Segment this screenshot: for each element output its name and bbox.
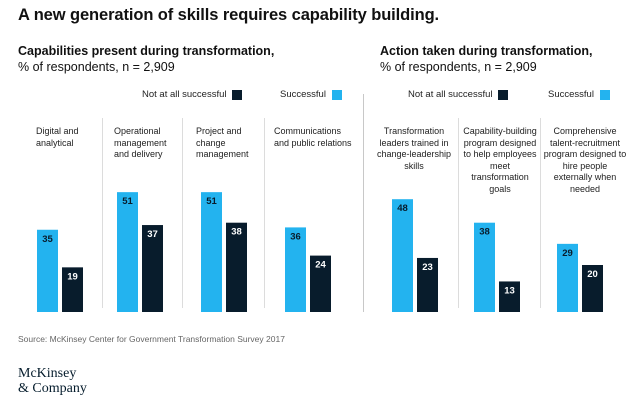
bar-value-label: 38 — [231, 227, 242, 238]
bar-not-successful — [417, 257, 438, 312]
category-label-operational: Operational management and delivery — [114, 126, 167, 159]
right-panel-title: Action taken during transformation, — [380, 44, 593, 58]
category-label-leaders: Transformation leaders trained in change… — [376, 126, 452, 171]
logo-line-1: McKinsey — [18, 366, 77, 381]
bar-successful — [201, 192, 222, 312]
left-panel-subtitle: % of respondents, n = 2,909 — [18, 60, 175, 74]
bar-not-successful — [62, 267, 83, 312]
legend-swatch-dark — [498, 89, 509, 100]
category-label-project: Project and change management — [196, 126, 249, 159]
bar-successful — [392, 199, 413, 312]
bar-successful — [557, 243, 578, 312]
right-panel-subtitle: % of respondents, n = 2,909 — [380, 60, 537, 74]
legend-label: Successful — [280, 89, 326, 100]
column-separator — [264, 118, 265, 308]
bar-value-label: 19 — [67, 271, 78, 282]
bar-successful — [474, 222, 495, 312]
bar-value-label: 51 — [206, 196, 217, 207]
legend-label: Not at all successful — [142, 89, 227, 100]
bar-value-label: 29 — [562, 248, 573, 259]
bar-successful — [37, 229, 58, 312]
legend-not-successful-right: Not at all successful — [408, 89, 509, 100]
bar-not-successful — [582, 265, 603, 312]
legend-label: Successful — [548, 89, 594, 100]
bar-not-successful — [310, 255, 331, 312]
column-separator — [102, 118, 103, 308]
bar-value-label: 38 — [479, 227, 490, 238]
legend-label: Not at all successful — [408, 89, 493, 100]
legend-swatch-dark — [232, 89, 243, 100]
bar-not-successful — [499, 281, 520, 312]
bar-value-label: 37 — [147, 229, 158, 240]
bar-value-label: 51 — [122, 196, 133, 207]
bar-successful — [285, 227, 306, 312]
mckinsey-logo: McKinsey & Company — [18, 366, 87, 396]
left-panel-title: Capabilities present during transformati… — [18, 44, 275, 58]
category-label-capability: Capability-building program designed to … — [463, 126, 537, 194]
bar-not-successful — [142, 225, 163, 312]
legend-not-successful-left: Not at all successful — [142, 89, 243, 100]
column-separator — [458, 118, 459, 308]
legend-successful-right: Successful — [548, 89, 610, 100]
column-separator — [540, 118, 541, 308]
legend-swatch-blue — [331, 89, 342, 100]
bar-value-label: 20 — [587, 269, 598, 280]
bar-not-successful — [226, 222, 247, 312]
bar-value-label: 23 — [422, 262, 433, 273]
logo-line-2: & Company — [18, 381, 87, 396]
category-label-talent: Comprehensive talent-recruitment program… — [543, 126, 626, 194]
page-title: A new generation of skills requires capa… — [18, 6, 440, 24]
source-note: Source: McKinsey Center for Government T… — [18, 334, 285, 344]
bar-successful — [117, 192, 138, 312]
category-label-digital: Digital and analytical — [36, 126, 79, 148]
legend-successful-left: Successful — [280, 89, 342, 100]
bar-value-label: 24 — [315, 260, 326, 271]
column-separator — [182, 118, 183, 308]
bar-value-label: 48 — [397, 203, 408, 214]
category-label-communications: Communications and public relations — [274, 126, 352, 148]
panel-divider — [363, 94, 364, 312]
bar-value-label: 35 — [42, 234, 53, 245]
bar-value-label: 36 — [290, 231, 301, 242]
bar-value-label: 13 — [504, 285, 515, 296]
legend-swatch-blue — [599, 89, 610, 100]
